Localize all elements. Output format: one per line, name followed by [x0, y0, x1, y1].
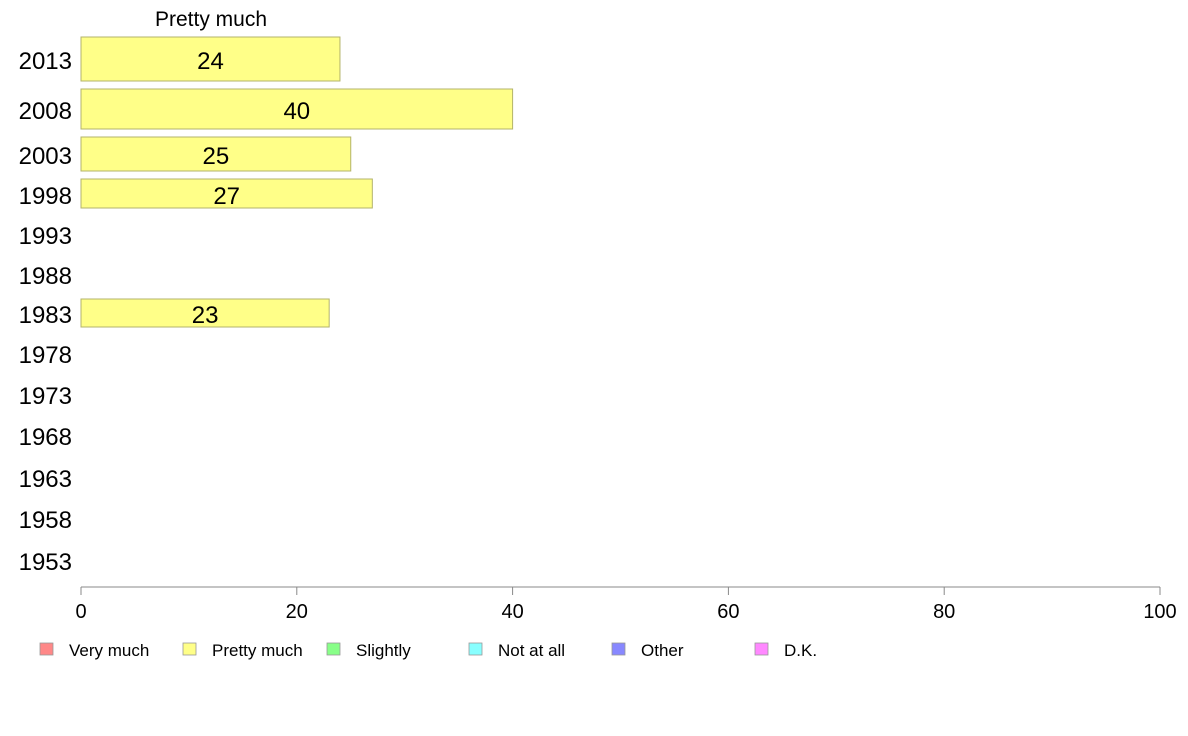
y-label-1968: 1968	[19, 424, 72, 451]
y-label-2013: 2013	[19, 48, 72, 75]
bar-1998	[80, 178, 373, 209]
legend-label-4: Other	[641, 641, 684, 660]
legend-label-1: Pretty much	[212, 641, 303, 660]
y-label-1993: 1993	[19, 223, 72, 250]
bar-2008	[80, 88, 514, 130]
data-label-2013: 24	[197, 48, 224, 75]
data-label-1998: 27	[213, 183, 240, 210]
bar-2003	[80, 136, 352, 172]
y-label-1983: 1983	[19, 302, 72, 329]
series-title: Pretty much	[155, 8, 267, 31]
legend-swatch-3	[468, 642, 483, 656]
legend-label-2: Slightly	[356, 641, 411, 660]
legend-label-5: D.K.	[784, 641, 817, 660]
y-label-1958: 1958	[19, 507, 72, 534]
legend: Very much Pretty much Slightly Not at all Ot…	[39, 641, 817, 660]
legend-swatch-2	[326, 642, 341, 656]
legend-swatch-4	[611, 642, 626, 656]
y-label-2003: 2003	[19, 143, 72, 170]
legend-label-3: Not at all	[498, 641, 565, 660]
bar-1983	[80, 298, 330, 328]
y-label-1963: 1963	[19, 466, 72, 493]
y-label-1973: 1973	[19, 383, 72, 410]
bar-2013	[80, 36, 341, 82]
y-label-2008: 2008	[19, 98, 72, 125]
y-label-1998: 1998	[19, 183, 72, 210]
data-label-1983: 23	[192, 302, 219, 329]
legend-label-0: Very much	[69, 641, 149, 660]
x-tick-label-60: 60	[717, 601, 739, 623]
data-label-2003: 25	[203, 143, 230, 170]
data-label-2008: 40	[283, 98, 310, 125]
legend-swatch-5	[754, 642, 769, 656]
x-tick-label-20: 20	[286, 601, 308, 623]
x-tick-label-0: 0	[75, 601, 86, 623]
x-axis: 0 20 40 60 80 100	[75, 586, 1177, 623]
y-axis-labels: 2013 2008 2003 1998 1993 1988 1983 1978 1973 1968…	[19, 48, 72, 576]
bars-layer: 24 40 25 27 23	[80, 36, 514, 329]
legend-swatch-1	[182, 642, 197, 656]
legend-swatch-0	[39, 642, 54, 656]
x-tick-label-100: 100	[1143, 601, 1176, 623]
x-tick-label-40: 40	[501, 601, 523, 623]
y-label-1953: 1953	[19, 549, 72, 576]
y-label-1988: 1988	[19, 263, 72, 290]
x-tick-label-80: 80	[933, 601, 955, 623]
y-label-1978: 1978	[19, 342, 72, 369]
